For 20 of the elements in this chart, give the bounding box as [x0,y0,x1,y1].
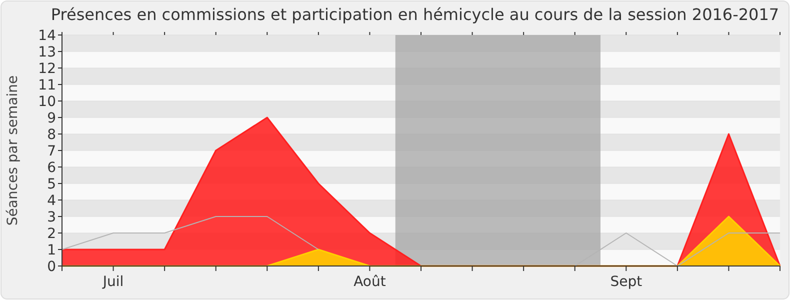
y-tick-label: 9 [47,110,56,126]
y-tick-label: 3 [47,209,56,226]
y-tick-label: 2 [47,226,56,242]
y-tick-label: 4 [47,192,56,209]
y-tick-label: 11 [38,77,56,94]
chart-title: Présences en commissions et participation en hémicycle au cours de la session 2016-2017 [50,5,780,24]
y-tick-label: 8 [47,126,56,143]
y-tick-label: 14 [38,28,56,44]
y-tick-label: 12 [38,60,56,77]
x-tick-label: Août [354,274,386,290]
y-tick-label: 10 [38,94,56,110]
y-tick-label: 7 [47,143,56,160]
x-tick-label: Sept [610,274,643,290]
y-tick-label: 5 [47,176,56,192]
y-tick-label: 1 [47,242,56,258]
x-tick-label: Juil [102,274,124,290]
y-tick-label: 13 [38,44,56,60]
y-tick-label: 6 [47,160,56,176]
y-tick-label: 0 [47,258,56,275]
y-axis-title: Séances par semaine [5,75,21,226]
